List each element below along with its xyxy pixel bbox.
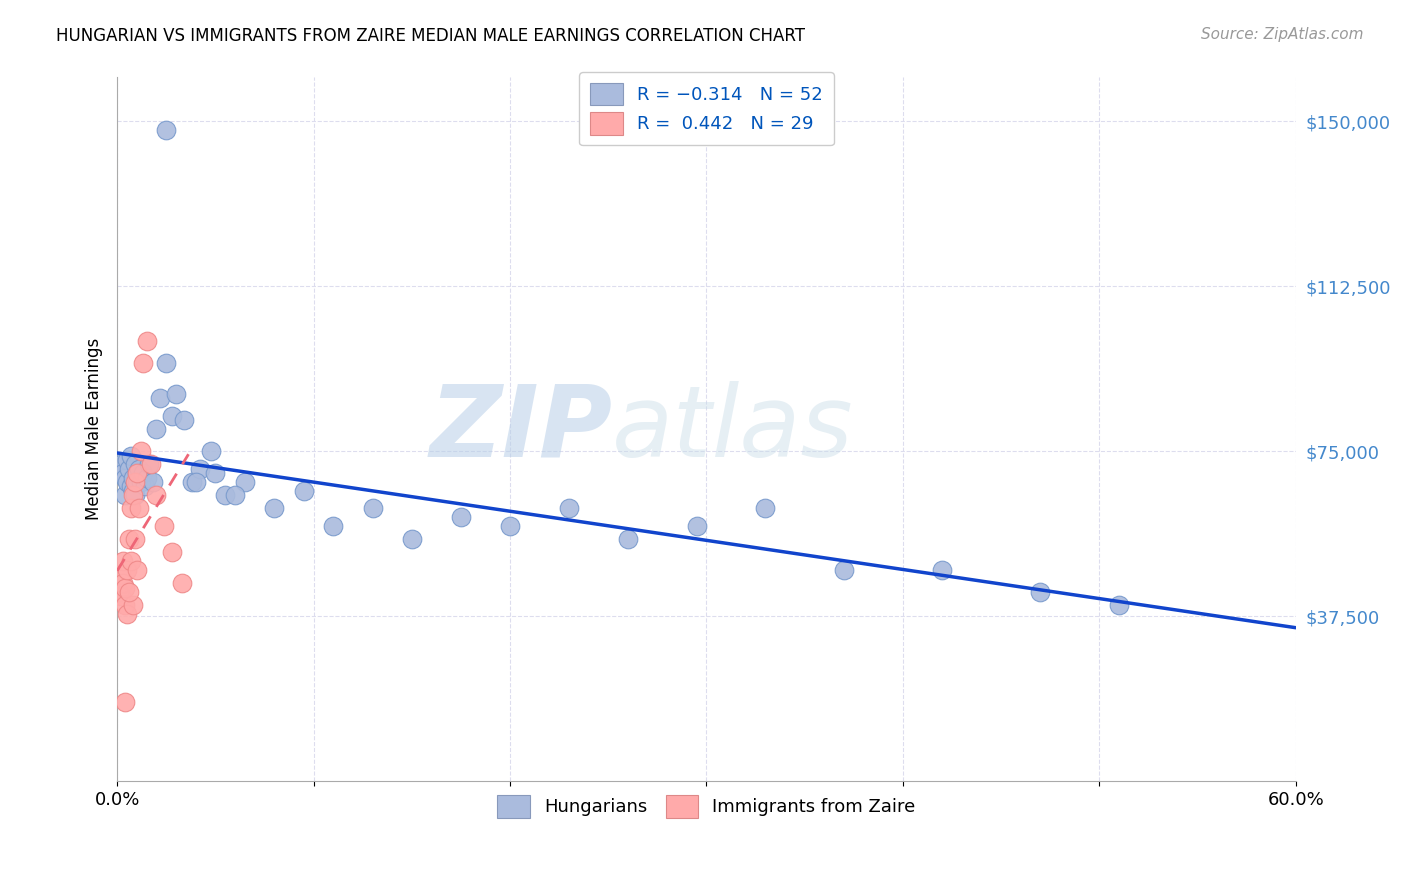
Point xyxy=(931,563,953,577)
Point xyxy=(120,479,142,493)
Point xyxy=(138,458,160,472)
Point xyxy=(135,334,157,349)
Point xyxy=(173,413,195,427)
Point xyxy=(120,501,142,516)
Point xyxy=(135,470,157,484)
Point xyxy=(125,475,148,489)
Point xyxy=(128,501,150,516)
Point xyxy=(114,470,136,484)
Point xyxy=(122,470,145,484)
Point xyxy=(141,475,163,489)
Text: ZIP: ZIP xyxy=(429,381,612,478)
Point xyxy=(1108,598,1130,612)
Point xyxy=(114,581,136,595)
Point xyxy=(292,483,315,498)
Point xyxy=(132,356,155,370)
Point xyxy=(160,409,183,423)
Point xyxy=(832,563,855,577)
Point xyxy=(224,488,246,502)
Point xyxy=(139,458,162,472)
Point xyxy=(149,392,172,406)
Point xyxy=(617,532,640,546)
Point xyxy=(118,585,141,599)
Point xyxy=(125,466,148,480)
Point xyxy=(361,501,384,516)
Point xyxy=(558,501,581,516)
Point xyxy=(114,695,136,709)
Point xyxy=(124,458,146,472)
Point xyxy=(153,519,176,533)
Point xyxy=(125,563,148,577)
Point xyxy=(322,519,344,533)
Point xyxy=(180,475,202,489)
Point xyxy=(110,458,132,472)
Point xyxy=(110,590,132,604)
Point xyxy=(155,356,177,370)
Text: Source: ZipAtlas.com: Source: ZipAtlas.com xyxy=(1201,27,1364,42)
Point xyxy=(124,532,146,546)
Point xyxy=(499,519,522,533)
Point xyxy=(214,488,236,502)
Text: HUNGARIAN VS IMMIGRANTS FROM ZAIRE MEDIAN MALE EARNINGS CORRELATION CHART: HUNGARIAN VS IMMIGRANTS FROM ZAIRE MEDIA… xyxy=(56,27,806,45)
Text: atlas: atlas xyxy=(612,381,853,478)
Point xyxy=(122,598,145,612)
Point xyxy=(145,488,167,502)
Point xyxy=(120,554,142,568)
Point xyxy=(155,123,177,137)
Point xyxy=(112,554,135,568)
Point xyxy=(115,475,138,489)
Point xyxy=(401,532,423,546)
Point xyxy=(754,501,776,516)
Point xyxy=(118,462,141,476)
Point xyxy=(184,475,207,489)
Point xyxy=(170,576,193,591)
Point xyxy=(112,576,135,591)
Point xyxy=(115,453,138,467)
Point xyxy=(134,479,156,493)
Point xyxy=(1029,585,1052,599)
Point xyxy=(115,607,138,621)
Point xyxy=(188,462,211,476)
Point xyxy=(204,466,226,480)
Point xyxy=(129,444,152,458)
Point xyxy=(122,483,145,498)
Point xyxy=(132,466,155,480)
Point xyxy=(200,444,222,458)
Point xyxy=(122,488,145,502)
Point xyxy=(233,475,256,489)
Point xyxy=(112,466,135,480)
Point xyxy=(108,585,131,599)
Point xyxy=(114,598,136,612)
Point xyxy=(110,567,132,582)
Point xyxy=(120,449,142,463)
Point xyxy=(115,563,138,577)
Point xyxy=(129,475,152,489)
Legend: Hungarians, Immigrants from Zaire: Hungarians, Immigrants from Zaire xyxy=(491,789,922,825)
Point xyxy=(450,510,472,524)
Point xyxy=(165,387,187,401)
Point xyxy=(128,462,150,476)
Point xyxy=(114,488,136,502)
Point xyxy=(124,475,146,489)
Point xyxy=(145,422,167,436)
Point xyxy=(124,488,146,502)
Point xyxy=(118,532,141,546)
Point xyxy=(263,501,285,516)
Y-axis label: Median Male Earnings: Median Male Earnings xyxy=(86,338,103,520)
Point xyxy=(685,519,707,533)
Point xyxy=(160,545,183,559)
Point xyxy=(125,466,148,480)
